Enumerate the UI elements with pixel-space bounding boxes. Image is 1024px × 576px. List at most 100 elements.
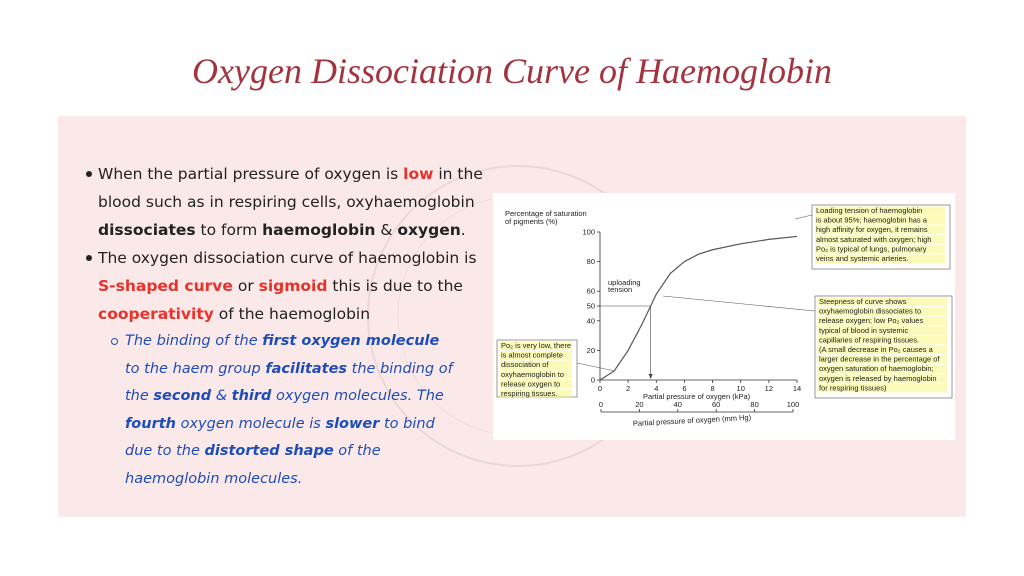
text-run: low — [403, 165, 434, 183]
text-run: oxygen molecule is — [176, 415, 326, 432]
highlight — [500, 360, 572, 370]
text-run: distorted shape — [204, 443, 334, 459]
note-line: is about 95%; haemoglobin has a — [816, 216, 928, 225]
text-run: sigmoid — [258, 277, 328, 295]
highlight — [818, 335, 947, 345]
y-tick-label: 60 — [587, 287, 595, 296]
x-axis-label: Partial pressure of oxygen (kPa) — [643, 392, 751, 401]
x2-axis-label: Partial pressure of oxygen (mm Hg) — [633, 413, 752, 428]
highlight — [818, 383, 947, 393]
leader-lines — [576, 214, 816, 372]
bullet: The binding of the first oxygen molecule… — [111, 328, 455, 493]
text-run: oxygen molecules. The — [271, 388, 444, 404]
x2-tick-label: 40 — [674, 400, 682, 409]
highlight — [500, 370, 572, 379]
tension-label: uploading — [608, 278, 641, 287]
y-tick-label: 40 — [587, 316, 595, 325]
bullet-list: When the partial pressure of oxygen is l… — [86, 160, 483, 493]
x-tick-label: 4 — [654, 384, 658, 393]
highlight — [818, 345, 947, 354]
note-line: oxygen saturation of haemoglobin; — [819, 364, 934, 373]
x-tick-label: 12 — [765, 384, 773, 393]
text-run: the binding of the — [125, 360, 453, 405]
note-line: dissociation of — [501, 360, 549, 369]
text-run: to bind due to the — [125, 415, 435, 460]
highlight — [818, 374, 947, 383]
note-line: (A small decrease in Po₂ causes a — [819, 345, 934, 354]
slide-title: Oxygen Dissociation Curve of Haemoglobin — [192, 51, 832, 91]
text-run: this is due to the — [327, 277, 463, 295]
note-line: larger decrease in the percentage of — [819, 355, 940, 364]
text-run: third — [231, 388, 272, 404]
x-tick-label: 14 — [793, 384, 801, 393]
text-run: second — [153, 388, 212, 404]
y-axis-label: of pigments (%) — [505, 217, 558, 226]
highlight — [500, 379, 572, 389]
y-tick-label: 0 — [591, 376, 595, 385]
text-run: fourth — [125, 415, 176, 432]
note-line: release oxygen to — [501, 379, 560, 388]
text-run: to the haem group — [125, 360, 266, 377]
text-run: oxygen — [397, 221, 461, 239]
text-run: haemoglobin — [262, 221, 376, 239]
y-tick-label: 20 — [587, 346, 595, 355]
highlight — [818, 326, 947, 335]
text-run: of the haemoglobin — [213, 305, 371, 323]
tension-label: tension — [608, 285, 632, 294]
highlight — [815, 225, 945, 235]
text-run: The oxygen dissociation curve of haemogl… — [98, 249, 477, 267]
text-run: or — [232, 277, 259, 295]
text-run: . — [460, 221, 466, 239]
note-line: respiring tissues. — [501, 389, 557, 398]
note-line: Steepness of curve shows — [819, 297, 907, 306]
leader-line — [576, 362, 616, 372]
x2-tick-label: 80 — [750, 400, 758, 409]
note-line: Loading tension of haemoglobin — [816, 206, 922, 215]
note-line: Po₂ is typical of lungs, pulmonary — [816, 244, 927, 253]
text-run: in the blood such as in respiring cells,… — [98, 165, 483, 211]
x2-tick-label: 20 — [635, 400, 643, 409]
arrow-head — [648, 374, 653, 379]
bullet: When the partial pressure of oxygen is l… — [86, 160, 483, 244]
highlight — [815, 254, 945, 263]
dissociation-curve — [599, 235, 798, 381]
note-line: typical of blood in systemic — [819, 326, 908, 335]
y-tick-label: 100 — [582, 228, 595, 237]
highlight — [815, 216, 945, 225]
y-axis-label: Percentage of saturation — [505, 209, 587, 218]
x2-tick-label: 0 — [599, 400, 603, 409]
highlight — [818, 364, 947, 374]
text-run: facilitates — [265, 360, 348, 377]
highlight — [818, 355, 947, 364]
text-run: to form — [195, 221, 263, 239]
text-run: When the partial pressure of oxygen is — [98, 165, 404, 183]
note-line: for respiring tissues) — [819, 383, 887, 392]
text-run: & — [211, 388, 232, 404]
note-line: oxyhaemoglobin dissociates to — [819, 307, 921, 316]
note-line: almost saturated with oxygen; high — [816, 235, 931, 244]
highlight — [815, 244, 945, 254]
highlight — [818, 316, 947, 326]
x2-tick-label: 60 — [712, 400, 720, 409]
leader-line — [794, 214, 813, 220]
highlight — [500, 389, 572, 398]
figure: 0 20 40 50 60 80 100 0 2 4 6 8 10 12 14 0 20 40 60 80 100 Per… — [493, 193, 955, 440]
highlight — [818, 307, 947, 316]
note-line: oxyhaemoglobin to — [501, 370, 564, 379]
x-tick-label: 0 — [598, 384, 602, 393]
y-tick-label: 50 — [587, 302, 595, 311]
highlight — [815, 235, 945, 244]
note-line: oxygen is released by haemoglobin — [819, 374, 937, 383]
note-line: is almost complete — [501, 351, 563, 360]
note-line: high affinity for oxygen, it remains — [816, 225, 928, 234]
text-run: The binding of the — [125, 333, 263, 349]
highlight — [500, 351, 572, 360]
note-line: capillaries of respiring tissues. — [819, 335, 919, 344]
y-tick-label: 80 — [587, 257, 595, 266]
x-tick-label: 6 — [682, 384, 686, 393]
text-run: dissociates — [98, 221, 196, 239]
x2-tick-label: 100 — [787, 400, 800, 409]
text-run: & — [375, 221, 398, 239]
text-run: of the haemoglobin molecules. — [125, 443, 381, 487]
